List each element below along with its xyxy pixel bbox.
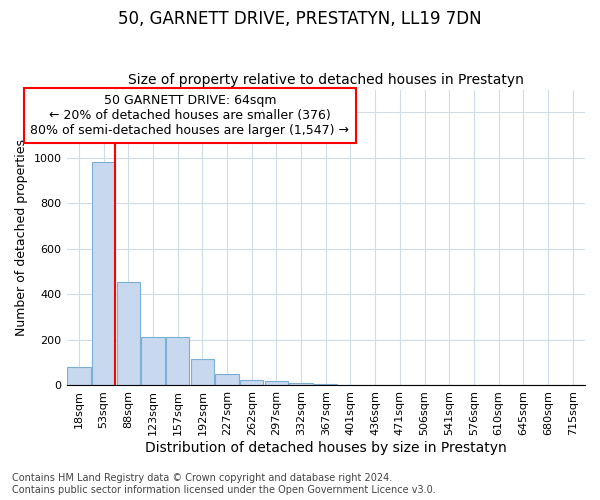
Bar (141, 336, 164, 386)
Text: 50 GARNETT DRIVE: 64sqm
← 20% of detached houses are smaller (376)
80% of semi-d: 50 GARNETT DRIVE: 64sqm ← 20% of detache… (31, 94, 349, 137)
Bar (314, 384, 337, 386)
Bar (116, 282, 140, 386)
Bar (215, 374, 239, 386)
X-axis label: Distribution of detached houses by size in Prestatyn: Distribution of detached houses by size … (145, 441, 506, 455)
Bar (166, 336, 190, 386)
Y-axis label: Number of detached properties: Number of detached properties (15, 139, 28, 336)
Bar (265, 382, 288, 386)
Bar (191, 360, 214, 386)
Text: Contains HM Land Registry data © Crown copyright and database right 2024.
Contai: Contains HM Land Registry data © Crown c… (12, 474, 436, 495)
Bar (92, 162, 115, 386)
Bar (67, 367, 91, 386)
Bar (289, 383, 313, 386)
Title: Size of property relative to detached houses in Prestatyn: Size of property relative to detached ho… (128, 73, 524, 87)
Text: 50, GARNETT DRIVE, PRESTATYN, LL19 7DN: 50, GARNETT DRIVE, PRESTATYN, LL19 7DN (118, 10, 482, 28)
Bar (240, 380, 263, 386)
